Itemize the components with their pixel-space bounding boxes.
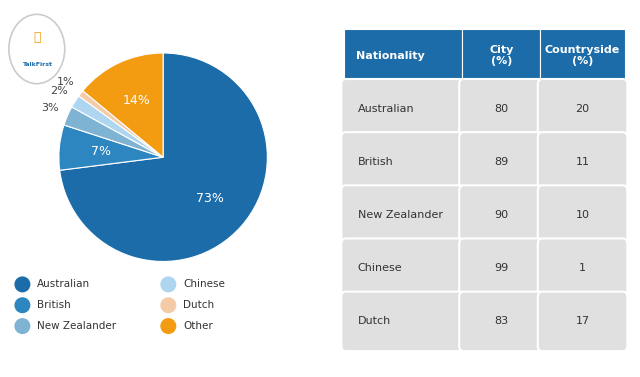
Text: 20: 20 bbox=[575, 104, 589, 114]
Text: New Zealander: New Zealander bbox=[358, 210, 443, 220]
FancyBboxPatch shape bbox=[341, 292, 465, 351]
Text: 99: 99 bbox=[494, 263, 508, 273]
Text: 3%: 3% bbox=[42, 103, 59, 113]
FancyBboxPatch shape bbox=[462, 29, 540, 82]
Text: Countryside
(%): Countryside (%) bbox=[545, 45, 620, 66]
Text: City
(%): City (%) bbox=[489, 45, 513, 66]
Text: 80: 80 bbox=[494, 104, 508, 114]
Text: 89: 89 bbox=[494, 157, 508, 167]
FancyBboxPatch shape bbox=[538, 239, 627, 298]
FancyBboxPatch shape bbox=[344, 29, 462, 82]
Text: 10: 10 bbox=[575, 210, 589, 220]
Text: 7%: 7% bbox=[91, 145, 111, 158]
FancyBboxPatch shape bbox=[460, 185, 543, 245]
FancyBboxPatch shape bbox=[540, 29, 625, 82]
Circle shape bbox=[9, 14, 65, 84]
Text: 2%: 2% bbox=[51, 86, 68, 97]
Text: 1%: 1% bbox=[57, 77, 75, 87]
FancyBboxPatch shape bbox=[538, 79, 627, 138]
Text: Dutch: Dutch bbox=[358, 316, 391, 326]
Text: Dutch: Dutch bbox=[183, 300, 214, 310]
Text: New Zealander: New Zealander bbox=[37, 321, 116, 331]
FancyBboxPatch shape bbox=[538, 132, 627, 192]
Circle shape bbox=[15, 298, 29, 313]
Text: 17: 17 bbox=[575, 316, 589, 326]
Text: TalkFirst: TalkFirst bbox=[22, 61, 52, 67]
Text: Other: Other bbox=[183, 321, 212, 331]
FancyBboxPatch shape bbox=[460, 239, 543, 298]
Text: 90: 90 bbox=[494, 210, 508, 220]
FancyBboxPatch shape bbox=[538, 292, 627, 351]
Text: 83: 83 bbox=[494, 316, 508, 326]
Circle shape bbox=[15, 277, 29, 292]
Text: 11: 11 bbox=[575, 157, 589, 167]
Text: 💬: 💬 bbox=[33, 31, 40, 44]
Text: Chinese: Chinese bbox=[183, 279, 225, 290]
FancyBboxPatch shape bbox=[341, 132, 465, 192]
FancyBboxPatch shape bbox=[341, 79, 465, 138]
Wedge shape bbox=[72, 96, 163, 157]
Text: British: British bbox=[358, 157, 394, 167]
Text: Australian: Australian bbox=[37, 279, 90, 290]
FancyBboxPatch shape bbox=[341, 185, 465, 245]
Wedge shape bbox=[59, 125, 163, 170]
Text: 14%: 14% bbox=[123, 94, 150, 107]
Wedge shape bbox=[79, 91, 163, 157]
Circle shape bbox=[161, 319, 175, 333]
Circle shape bbox=[161, 277, 175, 292]
Wedge shape bbox=[83, 53, 163, 157]
Text: Nationality: Nationality bbox=[356, 51, 425, 61]
Circle shape bbox=[15, 319, 29, 333]
FancyBboxPatch shape bbox=[460, 292, 543, 351]
Circle shape bbox=[161, 298, 175, 313]
Text: 1: 1 bbox=[579, 263, 586, 273]
Wedge shape bbox=[60, 53, 268, 262]
Text: 73%: 73% bbox=[196, 192, 224, 205]
FancyBboxPatch shape bbox=[341, 239, 465, 298]
Text: Chinese: Chinese bbox=[358, 263, 403, 273]
Wedge shape bbox=[64, 107, 163, 157]
Text: British: British bbox=[37, 300, 71, 310]
Text: Australian: Australian bbox=[358, 104, 415, 114]
FancyBboxPatch shape bbox=[460, 79, 543, 138]
FancyBboxPatch shape bbox=[538, 185, 627, 245]
FancyBboxPatch shape bbox=[460, 132, 543, 192]
